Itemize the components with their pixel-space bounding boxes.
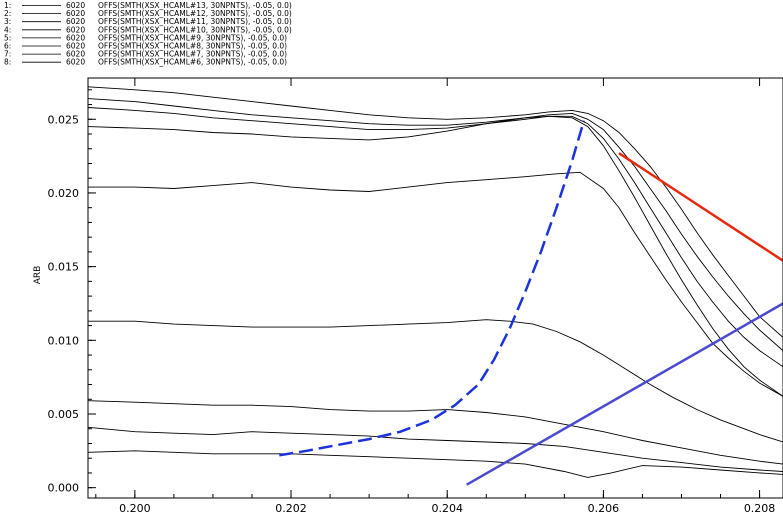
y-tick-label: 0.015: [48, 261, 80, 274]
legend-index: 1:: [4, 1, 11, 10]
plot-frame: [87, 77, 783, 499]
legend-shot: 6020: [66, 25, 85, 34]
y-axis: 0.000 0.005 0.010 0.015 0.020 0.025: [48, 89, 96, 495]
legend-shot: 6020: [66, 33, 85, 42]
solid-overlay-line-3: [466, 302, 783, 486]
legend-index: 3:: [4, 17, 11, 26]
dashed-overlay-line-1: [279, 120, 586, 457]
x-axis: 0.200 0.202 0.204 0.206 0.208: [95, 78, 776, 514]
legend-shot: 6020: [66, 17, 85, 26]
series-layer: [87, 86, 783, 478]
legend-shot: 6020: [66, 1, 85, 10]
series-line-3: [87, 107, 783, 368]
legend-expression: OFFS(SMTH(XSX_HCAML#7, 30NPNTS), -0.05, …: [98, 50, 287, 59]
x-tick-label: 0.200: [119, 502, 151, 514]
legend-expression: OFFS(SMTH(XSX_HCAML#9, 30NPNTS), -0.05, …: [98, 33, 287, 42]
series-line-9: [87, 450, 783, 478]
solid-overlay-line-2: [618, 152, 783, 262]
series-line-1: [87, 86, 783, 338]
y-tick-label: 0.010: [48, 334, 80, 347]
legend-shot: 6020: [66, 42, 85, 51]
series-line-2: [87, 98, 783, 351]
legend: 1: 6020 OFFS(SMTH(XSX_HCAML#13, 30NPNTS), …: [4, 1, 292, 67]
y-tick-label: 0.020: [48, 187, 80, 200]
legend-index: 7:: [4, 50, 11, 59]
legend-expression: OFFS(SMTH(XSX_HCAML#10, 30NPNTS), -0.05,…: [98, 25, 292, 34]
legend-index: 4:: [4, 25, 11, 34]
x-tick-label: 0.206: [588, 502, 620, 514]
y-tick-label: 0.025: [48, 113, 80, 126]
legend-expression: OFFS(SMTH(XSX_HCAML#12, 30NPNTS), -0.05,…: [98, 9, 292, 18]
overlay-layer: [279, 120, 783, 486]
x-tick-label: 0.208: [744, 502, 776, 514]
y-axis-label: ARB: [33, 266, 43, 285]
legend-shot: 6020: [66, 9, 85, 18]
legend-index: 6:: [4, 42, 11, 51]
series-line-8: [87, 426, 783, 472]
series-line-4: [87, 115, 783, 397]
y-tick-label: 0.000: [48, 482, 80, 495]
legend-index: 5:: [4, 33, 11, 42]
legend-index: 2:: [4, 9, 11, 18]
legend-expression: OFFS(SMTH(XSX_HCAML#6, 30NPNTS), -0.05, …: [98, 58, 287, 67]
legend-expression: OFFS(SMTH(XSX_HCAML#11, 30NPNTS), -0.05,…: [98, 17, 292, 26]
legend-index: 8:: [4, 58, 11, 67]
legend-expression: OFFS(SMTH(XSX_HCAML#13, 30NPNTS), -0.05,…: [98, 1, 292, 10]
x-tick-label: 0.204: [431, 502, 463, 514]
x-tick-label: 0.202: [275, 502, 307, 514]
series-line-7: [87, 400, 783, 465]
y-tick-label: 0.005: [48, 408, 80, 421]
legend-shot: 6020: [66, 58, 85, 67]
series-line-6: [88, 319, 783, 443]
legend-expression: OFFS(SMTH(XSX_HCAML#8, 30NPNTS), -0.05, …: [98, 42, 287, 51]
legend-shot: 6020: [66, 50, 85, 59]
